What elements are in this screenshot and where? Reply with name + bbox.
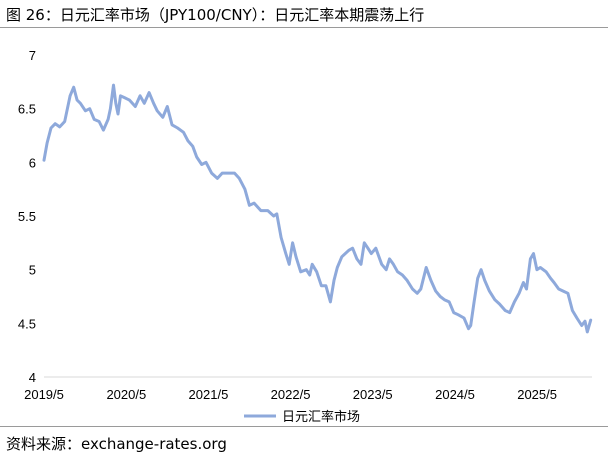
x-tick-label: 2022/5 [271,387,311,402]
y-tick-label: 5.5 [18,209,36,224]
y-tick-label: 7 [29,48,36,63]
x-tick-label: 2019/5 [24,387,64,402]
y-tick-label: 4.5 [18,316,36,331]
x-axis-ticks: 2019/5 2020/5 2021/5 2022/5 2023/5 2024/5 2025… [24,387,557,402]
x-tick-label: 2021/5 [189,387,229,402]
y-tick-label: 5 [29,263,36,278]
y-tick-label: 6 [29,155,36,170]
y-tick-label: 4 [29,370,36,385]
y-tick-label: 6.5 [18,102,36,117]
legend-label: 日元汇率市场 [282,409,360,425]
y-axis-ticks: 4 4.5 5 5.5 6 6.5 7 [18,48,36,385]
chart-title: 图 26：日元汇率市场（JPY100/CNY）：日元汇率本期震荡上行 [6,6,425,24]
x-tick-label: 2025/5 [517,387,557,402]
source-note: 资料来源：exchange-rates.org [6,435,227,453]
x-tick-label: 2020/5 [106,387,146,402]
chart-frame [0,27,608,427]
series-line [42,83,593,334]
x-tick-label: 2024/5 [435,387,475,402]
x-tick-label: 2023/5 [353,387,393,402]
legend: 日元汇率市场 [244,409,360,425]
series-group [42,83,593,334]
